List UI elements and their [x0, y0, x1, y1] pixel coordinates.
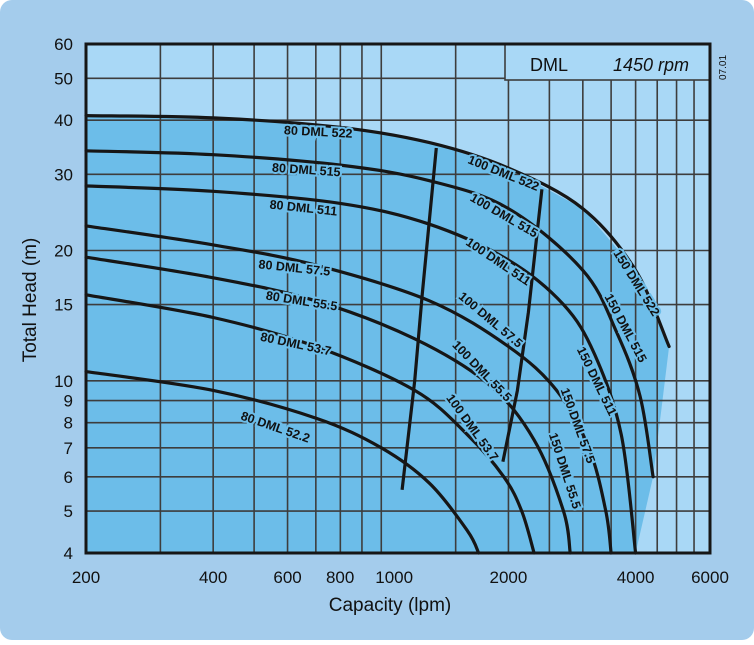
y-axis-ticks: 4 5 6 7 8 910 15 20 30 40 50 60: [54, 35, 73, 563]
boundary-lines: [400, 147, 544, 490]
revision-stamp: 07.01: [718, 55, 729, 80]
y-tick-label: 30: [54, 165, 73, 184]
y-tick-label: 20: [54, 241, 73, 260]
y-tick-label: 40: [54, 111, 73, 130]
curve-80-dml-55-5: [84, 255, 572, 555]
y-tick-label: 8: [64, 414, 73, 433]
coverage-area: [86, 115, 670, 553]
x-tick-label: 200: [72, 568, 100, 587]
boundary-100-dml: [400, 147, 438, 490]
y-tick-label: 5: [64, 502, 73, 521]
curve-80-dml-53-7: [84, 293, 536, 555]
label-80-dml-515: 80 DML 515: [272, 161, 341, 180]
x-tick-label: 400: [199, 568, 227, 587]
y-tick-label: 50: [54, 69, 73, 88]
boundary-150-dml: [501, 189, 544, 463]
curves: [84, 114, 671, 555]
curve-80-dml-52-2: [84, 370, 481, 555]
curve-80-dml-522: [84, 114, 671, 349]
y-tick-label: 15: [54, 296, 73, 315]
y-tick-label: 10: [54, 372, 73, 391]
chart-title: DML: [530, 55, 568, 75]
x-axis-title: Capacity (lpm): [329, 595, 451, 616]
label-80-dml-522: 80 DML 522: [284, 123, 353, 141]
y-tick-label: 4: [64, 544, 73, 563]
curve-80-dml-511: [84, 184, 638, 555]
curve-80-dml-57-5: [84, 224, 613, 555]
x-tick-label: 4000: [617, 568, 655, 587]
x-tick-label: 800: [326, 568, 354, 587]
y-tick-label: 6: [64, 468, 73, 487]
y-tick-label: 60: [54, 35, 73, 54]
y-tick-label: 7: [64, 439, 73, 458]
x-tick-label: 2000: [490, 568, 528, 587]
y-axis-title: Total Head (m): [20, 238, 41, 363]
x-tick-label: 1000: [375, 568, 413, 587]
x-tick-label: 600: [273, 568, 301, 587]
x-tick-label: 6000: [691, 568, 729, 587]
plot-border: [84, 42, 712, 555]
chart-subtitle: 1450 rpm: [613, 55, 689, 75]
x-axis-ticks: 200 400 600 800 1000 2000 4000 6000: [72, 568, 729, 587]
curve-80-dml-515: [84, 149, 655, 479]
y-tick-label: 9: [64, 392, 73, 411]
